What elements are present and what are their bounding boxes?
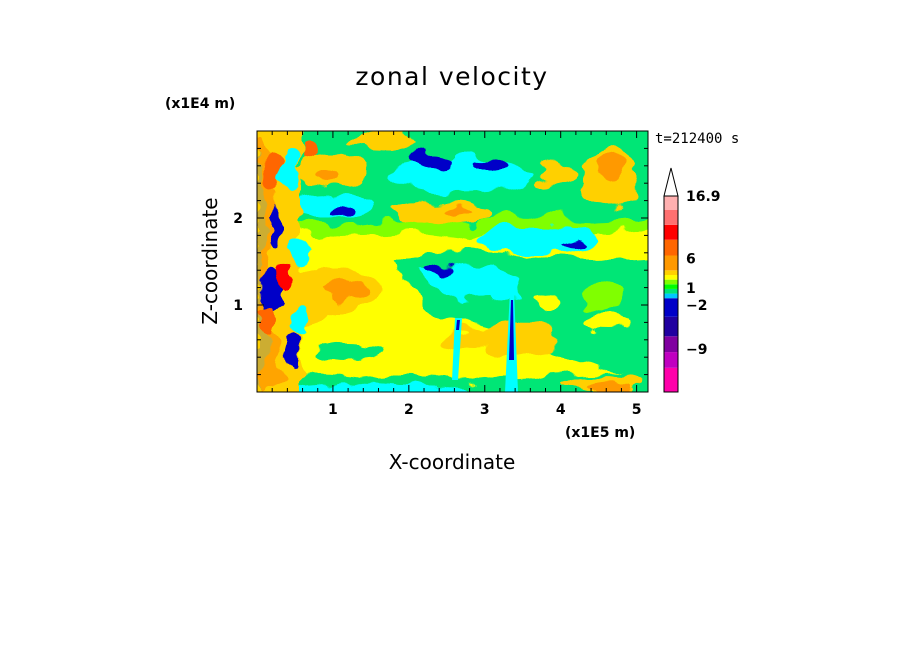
time-label: t=212400 s (655, 131, 739, 147)
colorbar-label: −2 (686, 298, 707, 314)
x-scale-label: (x1E5 m) (565, 425, 635, 441)
y-tick-labels: 12 (233, 211, 243, 314)
x-tick-labels: 1 2 3 4 5 (328, 402, 641, 418)
colorbar-segment (664, 293, 678, 299)
colorbar-segment (664, 275, 678, 280)
colorbar-segment (664, 239, 678, 256)
colorbar-label: 6 (686, 252, 696, 268)
x-tick-label: 3 (480, 402, 490, 418)
x-tick-label: 2 (404, 402, 414, 418)
y-scale-label: (x1E4 m) (165, 96, 235, 112)
plot-frame (256, 130, 649, 393)
colorbar-segment (664, 284, 678, 289)
colorbar-label: 16.9 (686, 189, 721, 205)
y-axis-label: Z-coordinate (198, 197, 222, 324)
colorbar (663, 167, 679, 393)
x-axis-label: X-coordinate (389, 450, 516, 474)
colorbar-label: 1 (686, 281, 696, 297)
colorbar-segment (664, 298, 678, 317)
colorbar-segment (664, 336, 678, 353)
colorbar-extend-arrow (663, 167, 679, 197)
x-tick-label: 1 (328, 402, 338, 418)
y-tick-label: 2 (233, 211, 243, 227)
y-tick-label: 1 (233, 298, 243, 314)
colorbar-segment (664, 316, 678, 337)
colorbar-segment (664, 288, 678, 294)
x-tick-label: 4 (556, 402, 566, 418)
colorbar-segment (664, 196, 678, 210)
colorbar-segment (664, 352, 678, 368)
colorbar-segment (664, 367, 678, 392)
chart-title: zonal velocity (355, 62, 548, 91)
x-tick-label: 5 (632, 402, 642, 418)
colorbar-segment (664, 210, 678, 225)
colorbar-segment (664, 255, 678, 271)
colorbar-label: −9 (686, 342, 707, 358)
colorbar-segment (664, 270, 678, 275)
colorbar-labels: 16.9 6 1−2 −9 (686, 189, 721, 358)
colorbar-segment (664, 224, 678, 240)
axis-ticks (257, 131, 648, 392)
colorbar-segment (664, 279, 678, 285)
velocity-field (257, 131, 648, 392)
